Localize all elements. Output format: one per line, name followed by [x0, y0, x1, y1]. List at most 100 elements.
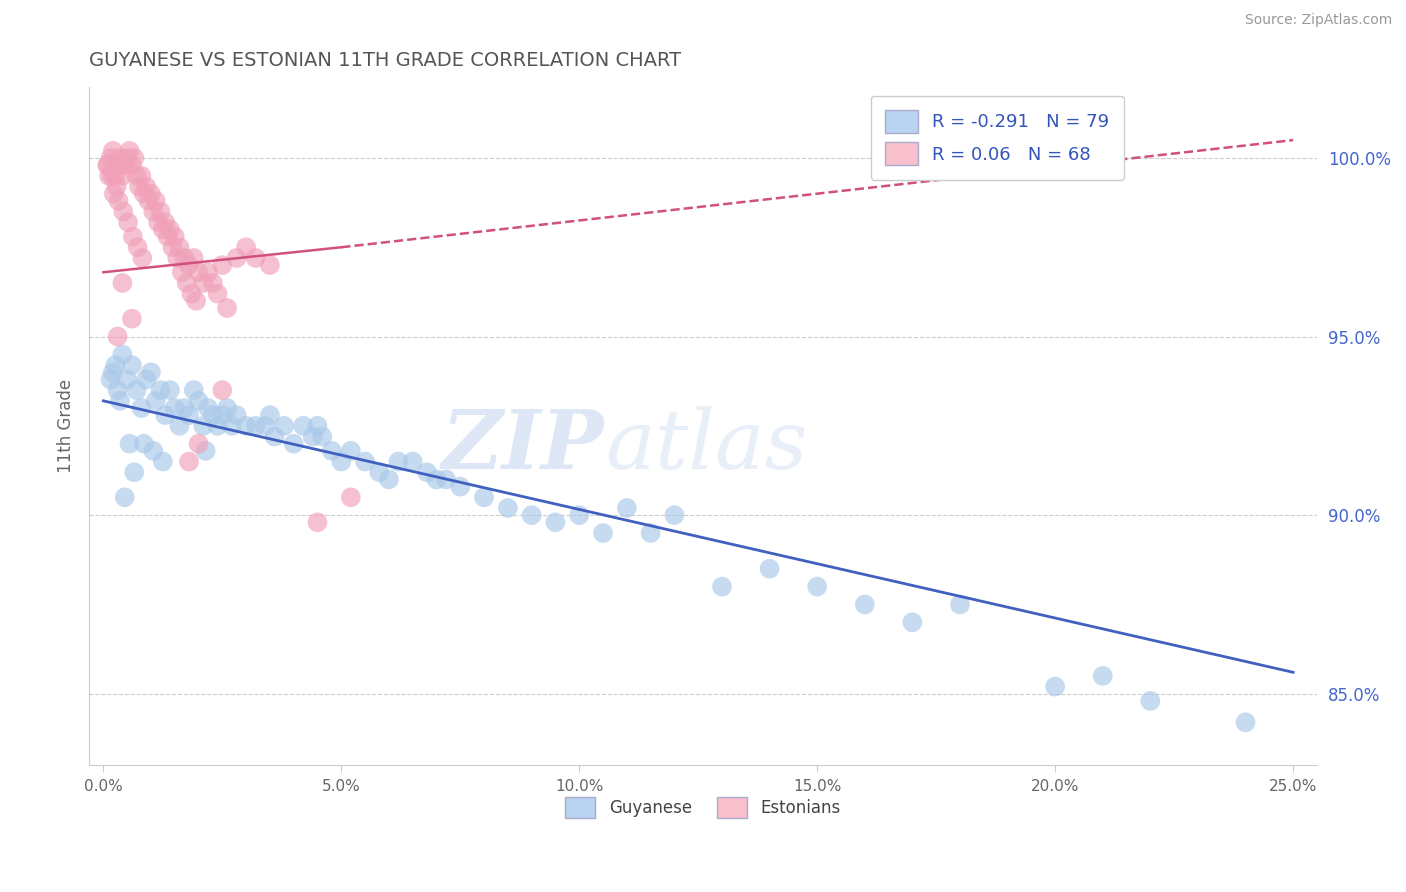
- Point: [142, 204, 165, 219]
- Point: [142, 443, 165, 458]
- Point: [177, 258, 200, 272]
- Point: [568, 508, 591, 523]
- Text: atlas: atlas: [605, 406, 807, 486]
- Point: [131, 169, 153, 183]
- Point: [97, 158, 120, 172]
- Point: [114, 158, 136, 172]
- Point: [368, 465, 391, 479]
- Point: [853, 598, 876, 612]
- Point: [1234, 715, 1257, 730]
- Point: [197, 265, 219, 279]
- Point: [121, 311, 143, 326]
- Point: [301, 429, 323, 443]
- Point: [197, 401, 219, 415]
- Point: [114, 490, 136, 504]
- Point: [121, 358, 143, 372]
- Point: [311, 429, 333, 443]
- Point: [194, 443, 217, 458]
- Point: [104, 169, 127, 183]
- Point: [132, 186, 155, 201]
- Point: [145, 194, 167, 208]
- Point: [307, 516, 329, 530]
- Point: [245, 418, 267, 433]
- Point: [111, 169, 134, 183]
- Point: [434, 472, 457, 486]
- Point: [173, 401, 195, 415]
- Point: [159, 222, 181, 236]
- Point: [162, 240, 184, 254]
- Point: [186, 293, 208, 308]
- Point: [402, 454, 425, 468]
- Point: [901, 615, 924, 630]
- Point: [156, 229, 179, 244]
- Point: [211, 383, 233, 397]
- Point: [193, 418, 215, 433]
- Point: [125, 383, 148, 397]
- Point: [496, 501, 519, 516]
- Point: [340, 443, 363, 458]
- Point: [138, 194, 160, 208]
- Point: [321, 443, 343, 458]
- Point: [211, 408, 233, 422]
- Point: [664, 508, 686, 523]
- Point: [949, 598, 972, 612]
- Point: [259, 258, 281, 272]
- Point: [121, 158, 143, 172]
- Point: [217, 401, 239, 415]
- Point: [225, 408, 247, 422]
- Point: [135, 179, 157, 194]
- Point: [273, 418, 295, 433]
- Point: [112, 204, 135, 219]
- Point: [307, 418, 329, 433]
- Point: [124, 151, 146, 165]
- Point: [425, 472, 447, 486]
- Point: [387, 454, 409, 468]
- Point: [152, 222, 174, 236]
- Point: [132, 436, 155, 450]
- Point: [183, 383, 205, 397]
- Point: [235, 240, 257, 254]
- Point: [225, 251, 247, 265]
- Point: [169, 240, 191, 254]
- Point: [292, 418, 315, 433]
- Point: [758, 562, 780, 576]
- Point: [544, 516, 567, 530]
- Legend: Guyanese, Estonians: Guyanese, Estonians: [553, 783, 853, 831]
- Point: [103, 186, 125, 201]
- Point: [111, 276, 134, 290]
- Point: [340, 490, 363, 504]
- Point: [135, 372, 157, 386]
- Point: [117, 215, 139, 229]
- Point: [616, 501, 638, 516]
- Y-axis label: 11th Grade: 11th Grade: [58, 379, 75, 473]
- Point: [107, 158, 129, 172]
- Point: [259, 408, 281, 422]
- Point: [159, 383, 181, 397]
- Point: [416, 465, 439, 479]
- Point: [107, 329, 129, 343]
- Point: [1091, 669, 1114, 683]
- Point: [111, 347, 134, 361]
- Point: [245, 251, 267, 265]
- Point: [211, 258, 233, 272]
- Point: [101, 144, 124, 158]
- Point: [166, 251, 188, 265]
- Point: [1139, 694, 1161, 708]
- Point: [125, 169, 148, 183]
- Point: [131, 251, 153, 265]
- Point: [100, 151, 122, 165]
- Point: [640, 526, 662, 541]
- Point: [101, 365, 124, 379]
- Point: [177, 408, 200, 422]
- Point: [354, 454, 377, 468]
- Point: [155, 408, 177, 422]
- Point: [330, 454, 353, 468]
- Point: [139, 186, 162, 201]
- Point: [173, 251, 195, 265]
- Point: [263, 429, 285, 443]
- Point: [217, 301, 239, 315]
- Point: [128, 179, 150, 194]
- Point: [187, 436, 209, 450]
- Point: [131, 401, 153, 415]
- Point: [98, 169, 121, 183]
